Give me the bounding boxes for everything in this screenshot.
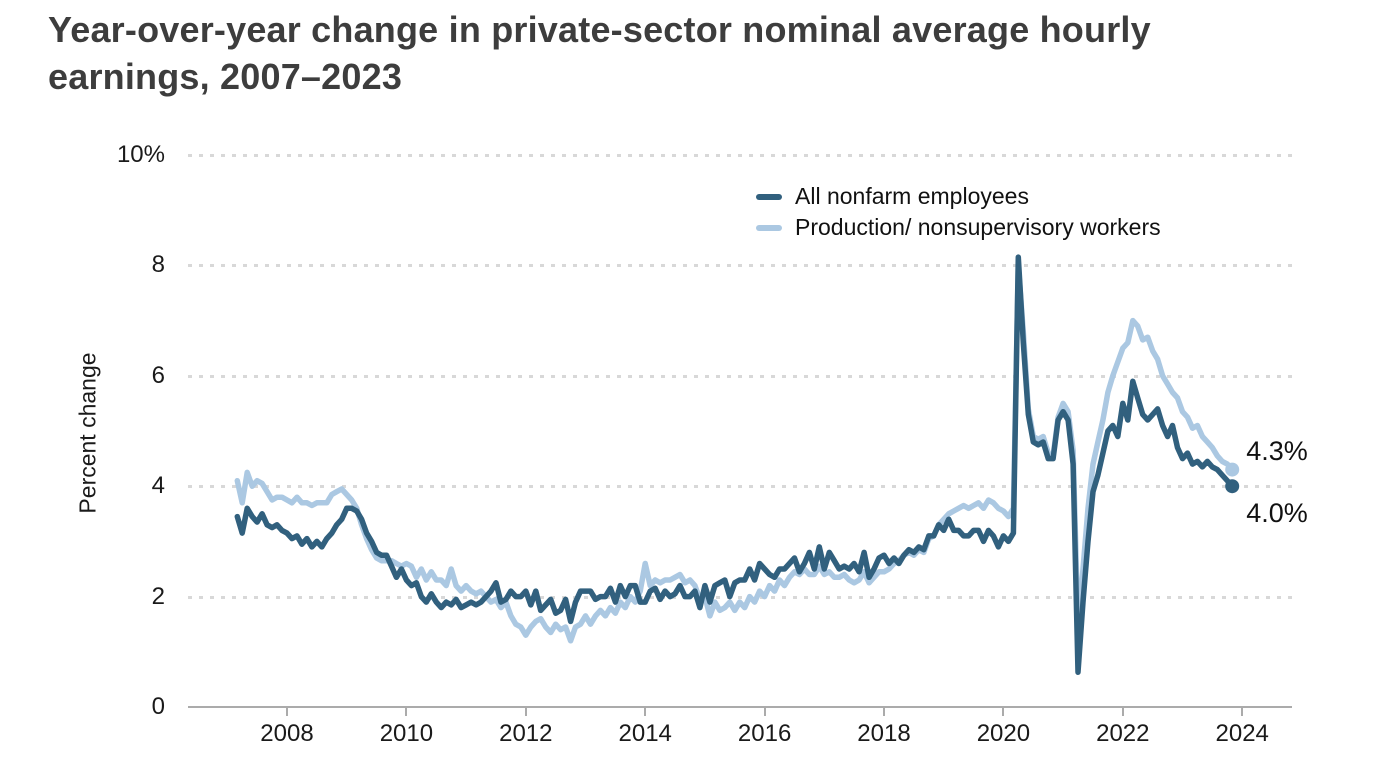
gridline-10 xyxy=(188,154,1292,157)
x-tick-mark-2024 xyxy=(1241,707,1244,716)
y-tick-label-10: 10% xyxy=(116,141,165,168)
x-tick-mark-2008 xyxy=(286,707,288,716)
x-tick-label-2024: 2024 xyxy=(1215,720,1269,747)
chart-title: Year-over-year change in private-sector … xyxy=(48,6,1151,100)
gridline-8 xyxy=(188,264,1292,268)
y-tick-label-2: 2 xyxy=(151,582,165,610)
legend-item-all-nonfarm: All nonfarm employees xyxy=(756,181,1161,212)
x-tick-mark-2022 xyxy=(1121,707,1124,716)
x-tick-mark-2016 xyxy=(763,707,766,716)
end-value-label-production: 4.3% xyxy=(1246,435,1308,466)
x-tick-mark-2020 xyxy=(1002,707,1005,716)
y-tick-label-6: 6 xyxy=(151,361,165,389)
legend-swatch-dark-line xyxy=(756,193,782,200)
gridline-4 xyxy=(188,485,1292,489)
legend-label-production: Production/ nonsupervisory workers xyxy=(795,214,1161,240)
gridline-2 xyxy=(188,595,1292,599)
legend-label-all-nonfarm: All nonfarm employees xyxy=(795,183,1029,209)
gridline-6 xyxy=(188,374,1292,378)
y-tick-label-0: 0 xyxy=(151,693,165,720)
chart-legend: All nonfarm employees Production/ nonsup… xyxy=(756,181,1161,243)
x-tick-label-2022: 2022 xyxy=(1096,720,1150,747)
series-end-dot-all-nonfarm xyxy=(1225,479,1240,494)
x-tick-mark-2012 xyxy=(524,707,527,716)
end-value-label-all-nonfarm: 4.0% xyxy=(1246,498,1308,529)
y-tick-label-8: 8 xyxy=(151,251,165,279)
x-tick-label-2014: 2014 xyxy=(618,720,672,747)
x-axis-line xyxy=(188,706,1292,708)
x-tick-label-2010: 2010 xyxy=(379,720,434,747)
x-tick-label-2016: 2016 xyxy=(737,720,792,747)
series-line-all-nonfarm xyxy=(234,254,1235,675)
series-line-production xyxy=(234,262,1235,644)
chart-title-line-1: Year-over-year change in private-sector … xyxy=(48,9,1151,50)
x-tick-label-2012: 2012 xyxy=(499,720,553,747)
legend-swatch-light-line xyxy=(756,224,782,231)
x-tick-label-2020: 2020 xyxy=(976,720,1031,747)
legend-item-production: Production/ nonsupervisory workers xyxy=(756,212,1161,243)
x-tick-label-2008: 2008 xyxy=(260,720,314,747)
chart-title-line-2: earnings, 2007–2023 xyxy=(48,56,403,97)
x-tick-mark-2010 xyxy=(405,707,408,716)
y-tick-label-4: 4 xyxy=(151,472,165,500)
x-tick-label-2018: 2018 xyxy=(857,720,911,747)
series-end-dot-production xyxy=(1225,462,1240,477)
x-tick-mark-2014 xyxy=(644,707,647,716)
x-tick-mark-2018 xyxy=(883,707,885,716)
